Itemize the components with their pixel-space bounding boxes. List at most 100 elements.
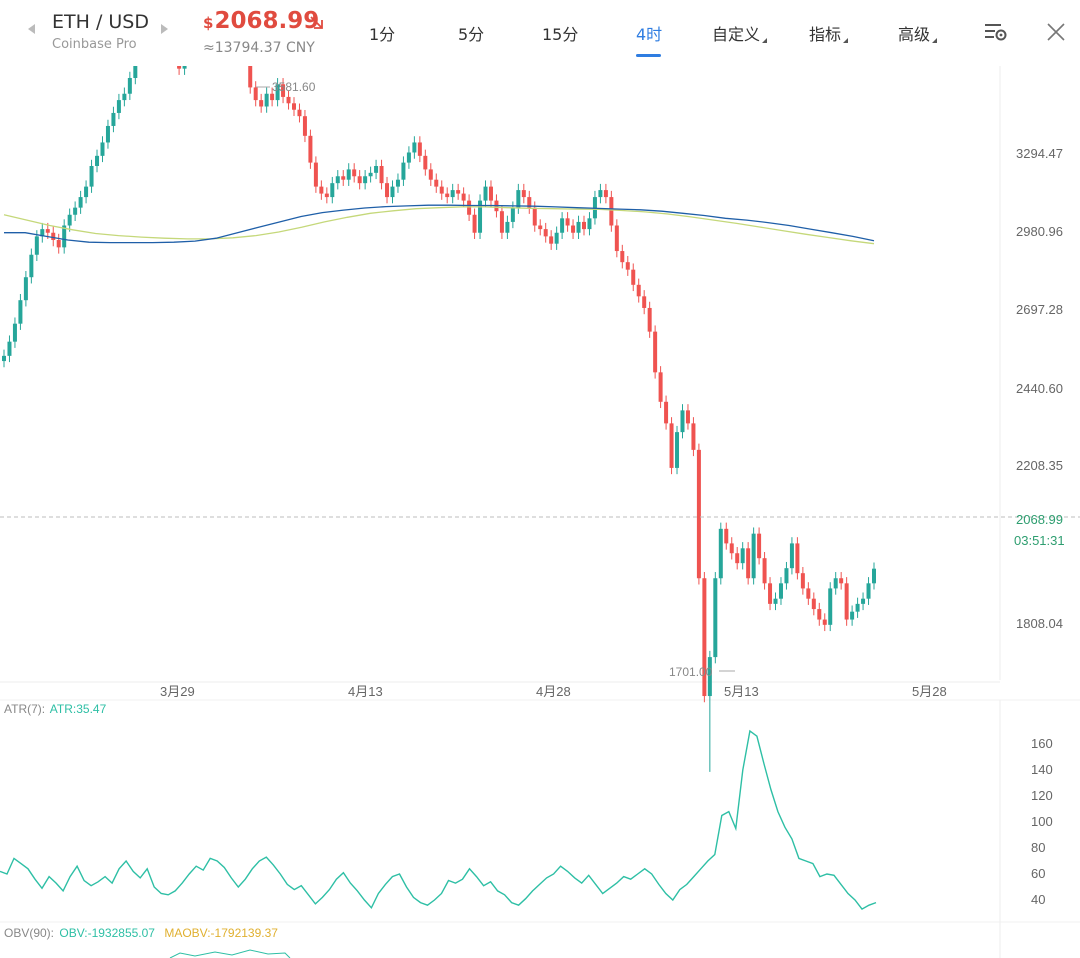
candlestick — [182, 66, 187, 69]
obv-title: OBV(90): — [4, 926, 54, 940]
candlestick — [538, 225, 543, 230]
candlestick — [795, 543, 800, 574]
atr-tick: 40 — [1031, 892, 1045, 907]
tab-label: 4时 — [636, 25, 663, 44]
candlestick — [800, 573, 805, 589]
countdown-label: 03:51:31 — [1014, 533, 1065, 548]
candlestick — [811, 598, 816, 610]
chart-settings-icon[interactable] — [983, 21, 1009, 43]
candlestick — [724, 528, 729, 544]
tab-5min[interactable]: 5分 — [458, 21, 484, 45]
candlestick — [762, 558, 767, 584]
candlestick — [18, 300, 23, 324]
candlestick — [740, 548, 745, 564]
candlestick — [806, 588, 811, 599]
candlestick — [620, 251, 625, 263]
candlestick — [445, 193, 450, 198]
previous-pair-arrow-icon[interactable] — [28, 24, 35, 34]
candlestick — [45, 229, 50, 233]
candlestick — [784, 568, 789, 584]
candlestick — [839, 578, 844, 584]
candlestick — [828, 588, 833, 625]
candlestick — [549, 236, 554, 244]
obv-line — [169, 949, 291, 958]
price-cny: ≈13794.37 CNY — [203, 40, 315, 56]
candlestick — [669, 423, 674, 468]
chart-canvas[interactable]: 2068.99 03:51:31 3581.60 1701.00 3294.47… — [0, 66, 1080, 958]
atr-tick: 100 — [1031, 814, 1053, 829]
tab-1min[interactable]: 1分 — [369, 21, 395, 45]
price-tick: 2440.60 — [1016, 381, 1063, 396]
candlestick — [330, 183, 335, 198]
candlestick — [510, 207, 515, 222]
candlestick — [636, 284, 641, 297]
atr-tick: 120 — [1031, 788, 1053, 803]
dropdown-corner-icon — [932, 38, 938, 43]
time-tick: 4月13 — [348, 684, 383, 699]
candlestick — [346, 169, 351, 180]
candlestick — [100, 142, 105, 156]
candlestick — [297, 109, 302, 117]
candlestick — [647, 307, 652, 332]
candlestick — [406, 152, 411, 163]
candlestick — [111, 112, 116, 126]
candlestick — [746, 548, 751, 579]
tab-indicators[interactable]: 指标 — [809, 21, 849, 45]
close-icon[interactable] — [1046, 22, 1066, 42]
tab-15min[interactable]: 15分 — [542, 21, 578, 45]
candlestick — [439, 186, 444, 194]
candlestick — [713, 578, 718, 658]
candlestick — [625, 262, 630, 270]
candlestick — [483, 186, 488, 201]
candlestick — [324, 193, 329, 198]
next-pair-arrow-icon[interactable] — [161, 24, 168, 34]
tab-custom[interactable]: 自定义 — [712, 21, 768, 45]
candlestick — [34, 236, 39, 255]
atr-legend: ATR(7): ATR:35.47 — [4, 702, 107, 716]
pair-name[interactable]: ETH / USD — [52, 11, 149, 33]
candlestick — [505, 221, 510, 233]
candlestick — [614, 225, 619, 252]
dropdown-corner-icon — [843, 38, 849, 43]
time-tick: 5月13 — [724, 684, 759, 699]
candlestick — [499, 211, 504, 233]
candlestick — [532, 207, 537, 226]
candlestick — [95, 155, 100, 167]
obv-value: OBV:-1932855.07 — [59, 926, 155, 940]
atr-tick: 160 — [1031, 736, 1053, 751]
candlestick — [850, 611, 855, 620]
time-tick: 3月29 — [160, 684, 195, 699]
candlestick — [817, 609, 822, 620]
candlestick — [253, 87, 258, 101]
candlestick — [844, 583, 849, 620]
candlestick — [122, 93, 127, 101]
dropdown-corner-icon — [762, 38, 768, 43]
candlestick — [680, 410, 685, 433]
candlestick — [368, 172, 373, 177]
price-tick: 2980.96 — [1016, 224, 1063, 239]
candlestick — [729, 543, 734, 554]
candlestick — [428, 169, 433, 180]
candlestick — [29, 254, 34, 278]
candlestick — [127, 77, 132, 94]
candlestick — [275, 84, 280, 101]
chart-header: ETH / USD Coinbase Pro $2068.99 ≈13794.3… — [0, 0, 1080, 66]
candlestick — [259, 100, 264, 107]
atr-tick: 80 — [1031, 840, 1045, 855]
candlestick — [757, 533, 762, 559]
candlestick — [472, 214, 477, 233]
candlestick — [385, 183, 390, 198]
candlestick — [516, 190, 521, 208]
price-tick: 3294.47 — [1016, 146, 1063, 161]
tab-4h[interactable]: 4时 — [636, 21, 662, 45]
candlestick — [521, 190, 526, 198]
obv-legend: OBV(90): OBV:-1932855.07 MAOBV:-1792139.… — [4, 926, 278, 940]
candlestick — [308, 135, 313, 163]
candlestick — [116, 100, 121, 113]
candlestick — [778, 583, 783, 599]
tab-advanced[interactable]: 高级 — [898, 21, 938, 45]
candlestick — [664, 401, 669, 424]
candlestick — [822, 619, 827, 625]
candlestick — [177, 66, 182, 69]
candlestick — [23, 277, 28, 301]
